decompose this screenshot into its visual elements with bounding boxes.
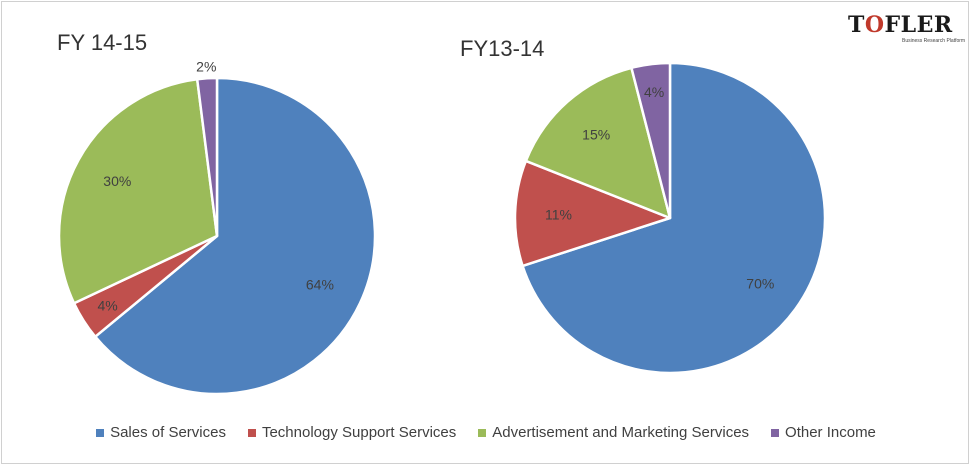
logo-wordmark: TOFLER: [848, 12, 953, 38]
legend-label-advertisement: Advertisement and Marketing Services: [492, 424, 750, 441]
legend-swatch-advertisement: [478, 428, 487, 437]
legend-item-sales: Sales of Services: [96, 424, 226, 441]
legend-item-tech-support: Technology Support Services: [247, 424, 457, 441]
data-label-fy14-15-technology-support-services: 4%: [97, 297, 117, 313]
slice-fy13-14-technology-support-services: [513, 159, 672, 268]
data-label-fy14-15-other-income: 2%: [196, 58, 216, 74]
legend-item-other-income: Other Income: [771, 424, 876, 441]
slice-fy13-14-other-income: [630, 61, 672, 220]
legend: Sales of Services Technology Support Ser…: [0, 424, 972, 441]
slice-fy13-14-sales-of-services: [521, 61, 827, 375]
legend-swatch-sales: [96, 428, 105, 437]
data-label-fy14-15-advertisement-and-marketing-services: 30%: [103, 173, 131, 189]
slice-fy13-14-advertisement-and-marketing-services: [524, 66, 672, 220]
pie-fy14-15: 64% 4% 30% 2%: [57, 58, 377, 396]
slice-fy14-15-advertisement-and-marketing-services: [57, 78, 219, 305]
logo-tagline: Business Research Platform: [902, 38, 966, 44]
data-label-fy13-14-sales-of-services: 70%: [746, 276, 774, 292]
pie-title-fy13-14: FY13-14: [460, 36, 545, 61]
data-label-fy13-14-advertisement-and-marketing-services: 15%: [582, 126, 610, 142]
tofler-logo: TOFLER Business Research Platform: [848, 12, 966, 50]
legend-swatch-other-income: [771, 428, 780, 437]
legend-label-sales: Sales of Services: [110, 424, 226, 441]
legend-label-other-income: Other Income: [785, 424, 876, 441]
legend-item-advertisement: Advertisement and Marketing Services: [478, 424, 749, 441]
data-label-fy13-14-technology-support-services: 11%: [545, 207, 572, 223]
data-label-fy13-14-other-income: 4%: [644, 84, 664, 100]
slice-fy14-15-sales-of-services: [94, 76, 377, 396]
legend-swatch-tech-support: [247, 428, 256, 437]
data-label-fy14-15-sales-of-services: 64%: [306, 276, 334, 292]
legend-label-tech-support: Technology Support Services: [261, 424, 457, 441]
pie-fy13-14: 70% 11% 15% 4%: [513, 61, 827, 375]
slice-fy14-15-other-income: [195, 76, 219, 238]
pie-title-fy14-15: FY 14-15: [57, 30, 148, 55]
